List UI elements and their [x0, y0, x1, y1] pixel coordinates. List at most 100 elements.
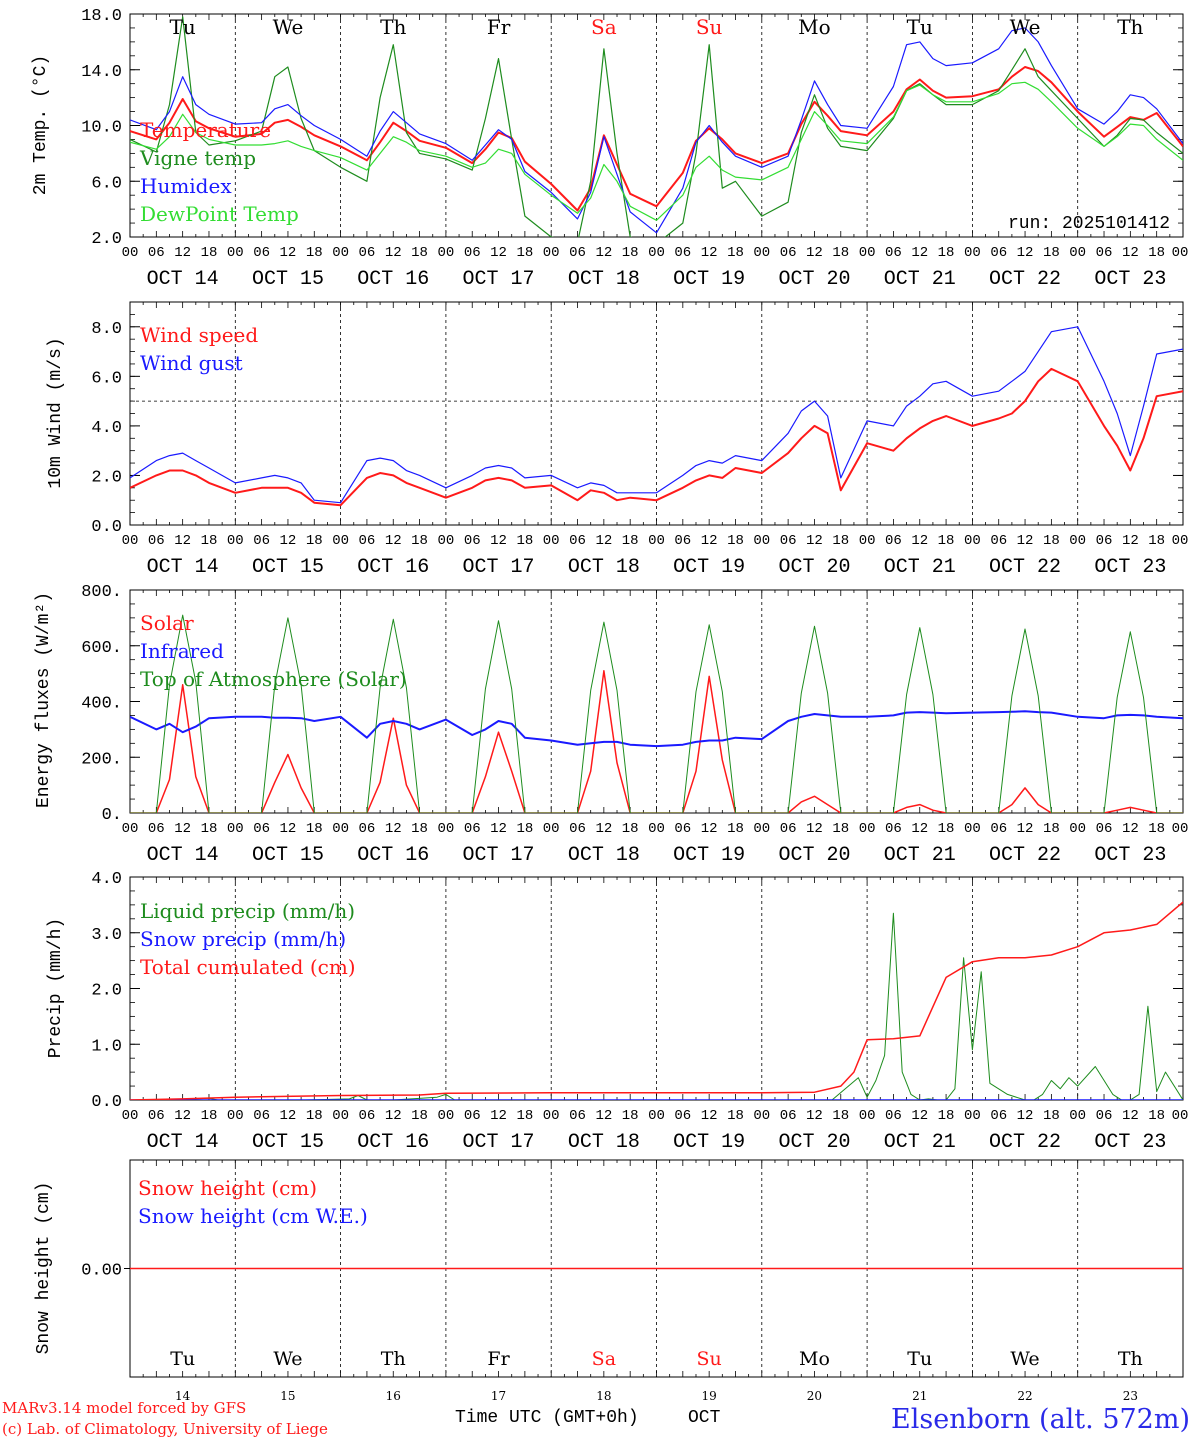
legend-item: Snow height (cm W.E.) [138, 1204, 368, 1228]
hour-label: 06 [464, 1108, 481, 1124]
hour-label: 18 [516, 821, 533, 837]
date-label: OCT 15 [252, 1131, 324, 1154]
hour-label: 12 [1017, 533, 1034, 549]
panel-5: 0.00 Snow height (cm) Snow height (cm) Snow… [34, 1159, 1184, 1403]
date-label: OCT 18 [568, 268, 640, 291]
y-tick-label: 18.0 [81, 7, 122, 26]
series-wind-gust [130, 326, 1183, 504]
hour-label: 18 [516, 245, 533, 261]
hour-label: 18 [411, 533, 428, 549]
y-axis-label: 10m Wind (m/s) [46, 337, 66, 488]
hour-label: 18 [832, 1108, 849, 1124]
hour-label: 00 [648, 821, 665, 837]
hour-label: 18 [832, 533, 849, 549]
hour-label: 12 [701, 821, 718, 837]
date-label: OCT 21 [884, 1131, 956, 1154]
hour-label: 06 [569, 1108, 586, 1124]
day-label: Fr [487, 15, 511, 39]
hour-label: 06 [359, 245, 376, 261]
legend-item: Humidex [140, 174, 232, 198]
hour-label: 00 [122, 245, 139, 261]
hour-label: 12 [1122, 821, 1139, 837]
hour-label: 06 [885, 245, 902, 261]
hour-label: 00 [753, 1108, 770, 1124]
date-label: OCT 18 [568, 556, 640, 579]
hour-label: 00 [964, 533, 981, 549]
hour-label: 00 [648, 245, 665, 261]
hour-label: 00 [859, 821, 876, 837]
hour-label: 12 [280, 1108, 297, 1124]
hour-label: 18 [306, 245, 323, 261]
hour-label: 12 [385, 1108, 402, 1124]
hour-label: 18 [1043, 245, 1060, 261]
hour-label: 00 [437, 245, 454, 261]
hour-label: 18 [832, 821, 849, 837]
date-label: OCT 22 [989, 1131, 1061, 1154]
legend-item: Vigne temp [139, 146, 256, 170]
hour-label: 00 [437, 533, 454, 549]
y-axis-label: 2m Temp. (°C) [31, 55, 51, 195]
day-label: Tu [907, 15, 933, 39]
hour-label: 12 [1122, 245, 1139, 261]
hour-label: 06 [464, 245, 481, 261]
hour-label: 06 [359, 533, 376, 549]
hour-label: 12 [490, 1108, 507, 1124]
hour-label: 00 [543, 245, 560, 261]
legend-item: Liquid precip (mm/h) [140, 899, 355, 923]
hour-label: 06 [1096, 821, 1113, 837]
hour-label: 06 [464, 533, 481, 549]
hour-label: 00 [1172, 821, 1189, 837]
hour-label: 12 [595, 1108, 612, 1124]
y-tick-label: 1.0 [91, 1037, 122, 1056]
hour-label: 06 [990, 821, 1007, 837]
date-label: OCT 14 [147, 844, 219, 867]
hour-label: 06 [1096, 533, 1113, 549]
hour-label: 00 [753, 533, 770, 549]
legend-item: Wind speed [140, 323, 258, 347]
date-label: OCT 16 [357, 1131, 429, 1154]
hour-label: 12 [174, 245, 191, 261]
hour-label: 00 [122, 1108, 139, 1124]
hour-label: 18 [1148, 1108, 1165, 1124]
hour-label: 06 [674, 1108, 691, 1124]
date-label: OCT 14 [147, 1131, 219, 1154]
hour-label: 12 [911, 533, 928, 549]
hour-label: 06 [674, 245, 691, 261]
hour-label: 12 [806, 245, 823, 261]
date-label: OCT 23 [1094, 1131, 1166, 1154]
hour-label: 00 [332, 1108, 349, 1124]
hour-label: 12 [1017, 1108, 1034, 1124]
y-tick-label: 4.0 [91, 870, 122, 889]
date-label: OCT 20 [778, 556, 850, 579]
hour-label: 18 [938, 245, 955, 261]
hour-label: 00 [859, 245, 876, 261]
hour-label: 00 [648, 533, 665, 549]
hour-label: 18 [832, 245, 849, 261]
day-label: Mo [799, 1348, 830, 1370]
day-label: Fr [487, 1348, 510, 1370]
copyright: (c) Lab. of Climatology, University of L… [2, 1420, 328, 1438]
y-tick-label: 2.0 [91, 468, 122, 487]
hour-label: 00 [437, 821, 454, 837]
date-label: OCT 19 [673, 844, 745, 867]
hour-label: 00 [1172, 1108, 1189, 1124]
hour-label: 06 [990, 245, 1007, 261]
y-tick-label: 0.0 [91, 518, 122, 537]
day-label: We [273, 15, 304, 39]
hour-label: 00 [964, 1108, 981, 1124]
hour-label: 06 [464, 821, 481, 837]
legend-item: Infrared [140, 639, 224, 663]
hour-label: 00 [543, 533, 560, 549]
hour-label: 00 [964, 245, 981, 261]
legend-item: Total cumulated (cm) [140, 955, 356, 979]
date-label: OCT 20 [778, 268, 850, 291]
day-label: Su [697, 1348, 722, 1370]
hour-label: 06 [148, 245, 165, 261]
hour-label: 06 [674, 533, 691, 549]
date-label: OCT 19 [673, 1131, 745, 1154]
y-tick-label: 2.0 [91, 982, 122, 1001]
hour-label: 06 [148, 821, 165, 837]
hour-label: 00 [753, 245, 770, 261]
hour-label: 18 [622, 1108, 639, 1124]
panel-2: 0.0 2.0 4.0 6.0 8.0 10m Wind (m/s) Wind speed W… [46, 301, 1188, 579]
